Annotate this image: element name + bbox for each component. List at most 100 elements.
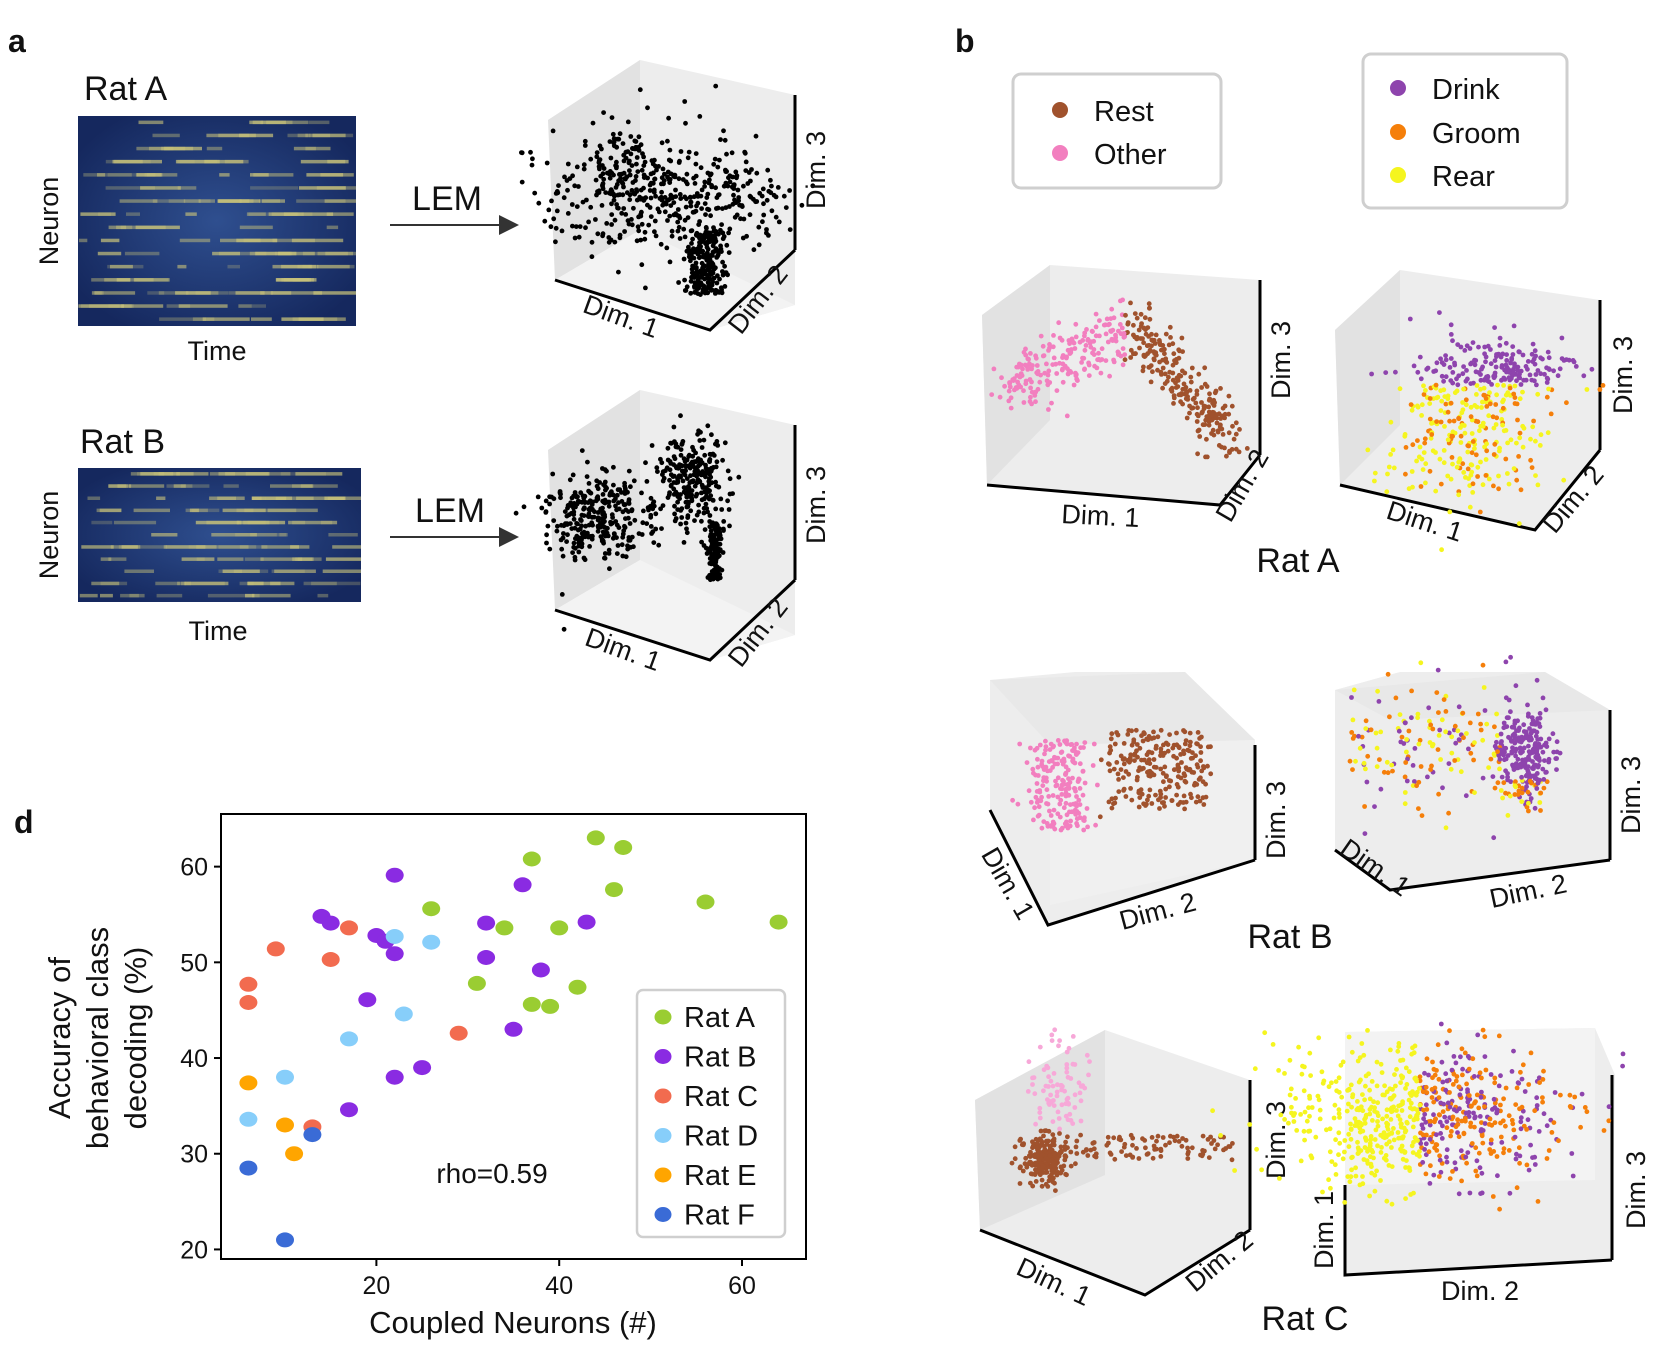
point-rat-a (422, 901, 441, 917)
embedding-point (1510, 745, 1515, 751)
point-rat-a (769, 914, 788, 930)
embedding-point (701, 437, 707, 443)
embedding-point (713, 541, 719, 547)
embedding-point (1391, 465, 1397, 471)
embedding-point (1433, 488, 1439, 494)
embedding-point (1046, 759, 1052, 764)
embedding-point (594, 478, 600, 484)
embedding-point (1469, 462, 1475, 468)
embedding-point (551, 518, 557, 523)
embedding-point (1107, 744, 1113, 750)
heatmap-activity-cell (293, 146, 331, 151)
embedding-point (595, 189, 600, 195)
embedding-point (731, 192, 736, 198)
embedding-point (1402, 790, 1408, 795)
embedding-point (1326, 1177, 1331, 1183)
embedding-point (1417, 1102, 1423, 1108)
embedding-point (1475, 1032, 1481, 1038)
embedding-point (1153, 352, 1159, 358)
heatmap-activity-cell (195, 291, 229, 295)
embedding-point (1600, 383, 1606, 388)
embedding-point (1017, 1181, 1023, 1186)
embedding-point (668, 203, 674, 209)
embedding-point (1203, 417, 1209, 423)
embedding-point (1084, 1147, 1089, 1152)
embedding-point (1474, 383, 1480, 388)
embedding-point (1352, 1123, 1358, 1128)
embedding-point (725, 498, 730, 504)
embedding-point (1031, 817, 1036, 823)
embedding-point (1428, 1118, 1434, 1124)
embedding-point (1107, 750, 1112, 756)
embedding-point (1202, 365, 1208, 371)
embedding-point (1493, 402, 1499, 407)
embedding-point (606, 499, 611, 505)
embedding-point (1028, 351, 1033, 356)
heatmap-activity-cell (218, 545, 257, 549)
embedding-point (1093, 311, 1099, 317)
embedding-point (721, 128, 726, 134)
heatmap-xlabel-rat-b: Time (189, 616, 248, 646)
embedding-point (1474, 392, 1479, 397)
embedding-point (683, 120, 688, 126)
embedding-point (1409, 715, 1414, 721)
embedding-point (1489, 382, 1494, 387)
embedding-point (1190, 396, 1196, 402)
embedding-point (1174, 1133, 1180, 1139)
embedding-point (1564, 400, 1569, 406)
point-rat-c (340, 920, 358, 936)
embedding-point (1068, 818, 1073, 824)
embedding-point (1333, 1172, 1339, 1177)
embedding-point (734, 175, 739, 181)
embedding-point (1554, 756, 1559, 761)
embedding-point (1441, 448, 1447, 453)
embedding-point (1155, 367, 1160, 373)
embedding-point (1038, 1128, 1044, 1134)
embedding-point (1158, 766, 1164, 772)
embedding-point (684, 494, 690, 500)
embedding-point (1199, 410, 1205, 416)
embedding-point (720, 236, 726, 242)
embedding-point (1134, 742, 1140, 747)
embedding-point (1141, 325, 1147, 331)
neuron-heatmap-rat-b (78, 468, 361, 602)
embedding-point (1438, 1021, 1444, 1027)
embedding-point (1153, 743, 1159, 749)
embedding-point (604, 221, 610, 226)
heatmap-activity-cell (91, 520, 113, 525)
embedding-point (1492, 358, 1498, 363)
embedding-point (1200, 795, 1206, 801)
embedding-point (1355, 1139, 1360, 1145)
embedding-point (1437, 1157, 1443, 1163)
embedding-point (714, 247, 720, 253)
embedding-point (1510, 1121, 1516, 1127)
embedding-point (676, 224, 682, 230)
embedding-point (617, 131, 623, 137)
embedding-point (1361, 1052, 1367, 1058)
embedding-point (1460, 400, 1465, 405)
embedding-point (1447, 1090, 1452, 1095)
embedding-point (1396, 728, 1402, 734)
heatmap-activity-cell (129, 593, 139, 598)
embedding-point (1479, 1170, 1485, 1176)
embedding-point (1146, 343, 1152, 348)
heatmap-activity-cell (112, 159, 162, 164)
embedding-point (1331, 1115, 1337, 1121)
embedding-point (1175, 765, 1181, 770)
embedding-point (1472, 446, 1477, 451)
embedding-point (1185, 1145, 1190, 1151)
embedding-point (1491, 425, 1497, 431)
heatmap-activity-cell (312, 133, 346, 138)
embedding-point (1442, 1114, 1448, 1120)
embedding-point (1066, 786, 1072, 791)
embedding-point (1399, 1143, 1405, 1149)
embedding-point (1162, 351, 1167, 357)
embedding-point (727, 523, 732, 529)
embedding-point (1478, 1094, 1484, 1100)
embedding-point (1479, 405, 1484, 410)
legend-rest-other: Rest Other (1011, 72, 1223, 190)
heatmap-activity-cell (324, 199, 356, 203)
embedding-point (1025, 1089, 1031, 1094)
embedding-point (1155, 734, 1161, 740)
heatmap-activity-cell (222, 508, 266, 513)
